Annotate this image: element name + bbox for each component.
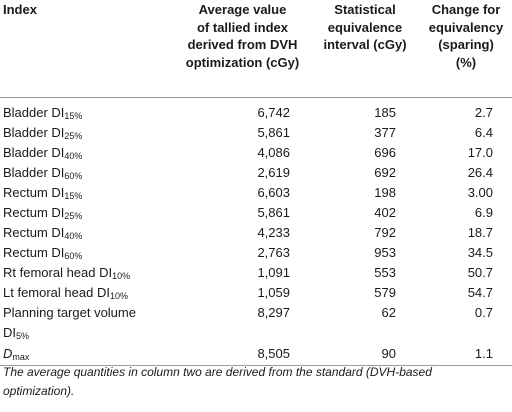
- row-label: Rectum DI25%: [3, 204, 83, 221]
- table-row: Bladder DI40% 4,086 696 17.0: [0, 143, 512, 163]
- avg-value: 2,619: [257, 164, 290, 180]
- avg-value: 5,861: [257, 204, 290, 220]
- change-value: 54.7: [467, 284, 493, 300]
- header-row: Index Average value of tallied index der…: [0, 0, 512, 98]
- change-value: 1.1: [420, 342, 512, 366]
- table-row: Bladder DI15% 6,742 185 2.7: [0, 97, 512, 123]
- avg-value: 4,086: [257, 144, 290, 160]
- table-row: Rectum DI15% 6,603 198 3.00: [0, 183, 512, 203]
- interval-value: 953: [374, 244, 396, 260]
- table-row: Bladder DI60% 2,619 692 26.4: [0, 163, 512, 183]
- interval-value: 579: [374, 284, 396, 300]
- interval-value: 185: [374, 104, 396, 120]
- change-value: 6.9: [474, 204, 493, 220]
- interval-value: 696: [374, 144, 396, 160]
- avg-value: 2,763: [257, 244, 290, 260]
- avg-value: 6,603: [257, 184, 290, 200]
- avg-value: 1,059: [257, 284, 290, 300]
- avg-value: 8,297: [257, 304, 290, 320]
- change-value: 0.7: [474, 304, 493, 320]
- table-row: Lt femoral head DI10% 1,059 579 54.7: [0, 283, 512, 303]
- table-row: Bladder DI25% 5,861 377 6.4: [0, 123, 512, 143]
- interval-value: 402: [374, 204, 396, 220]
- row-label: Dmax: [0, 342, 175, 366]
- change-value: 6.4: [474, 124, 493, 140]
- interval-value: 62: [381, 304, 396, 320]
- dvh-table: Index Average value of tallied index der…: [0, 0, 512, 366]
- table-row: Rt femoral head DI10% 1,091 553 50.7: [0, 263, 512, 283]
- header-average-value: Average value of tallied index derived f…: [175, 0, 310, 98]
- change-value: 3.00: [467, 184, 493, 200]
- interval-value: 377: [374, 124, 396, 140]
- interval-value: 792: [374, 224, 396, 240]
- row-label: Bladder DI25%: [3, 124, 83, 141]
- change-value: 34.5: [467, 244, 493, 260]
- change-value: 18.7: [467, 224, 493, 240]
- header-change: Change for equivalency (sparing) (%): [420, 0, 512, 98]
- row-label: Rectum DI60%: [3, 244, 83, 261]
- header-equivalence-interval: Statistical equivalence interval (cGy): [310, 0, 420, 98]
- table-footnote: The average quantities in column two are…: [3, 365, 432, 398]
- avg-value: 4,233: [257, 224, 290, 240]
- change-value: 17.0: [467, 144, 493, 160]
- table-row-ptv-cont: DI5%: [0, 323, 512, 343]
- row-label: Rt femoral head DI10%: [3, 264, 131, 281]
- header-index: Index: [0, 0, 175, 98]
- table-row: Rectum DI60% 2,763 953 34.5: [0, 243, 512, 263]
- change-value: 26.4: [467, 164, 493, 180]
- interval-value: 553: [374, 264, 396, 280]
- interval-value: 90: [310, 342, 420, 366]
- table-row-dmax: Dmax 8,505 90 1.1: [0, 342, 512, 366]
- table-row: Rectum DI40% 4,233 792 18.7: [0, 223, 512, 243]
- avg-value: 5,861: [257, 124, 290, 140]
- row-label: Rectum DI40%: [3, 224, 83, 241]
- row-label: Lt femoral head DI10%: [3, 284, 128, 301]
- avg-value: 1,091: [257, 264, 290, 280]
- row-label: Bladder DI60%: [3, 164, 83, 181]
- table-row: Rectum DI25% 5,861 402 6.9: [0, 203, 512, 223]
- avg-value: 6,742: [257, 104, 290, 120]
- interval-value: 692: [374, 164, 396, 180]
- table-row-ptv: Planning target volume 8,297 62 0.7: [0, 303, 512, 323]
- change-value: 2.7: [474, 104, 493, 120]
- row-label: Rectum DI15%: [3, 184, 83, 201]
- interval-value: 198: [374, 184, 396, 200]
- change-value: 50.7: [467, 264, 493, 280]
- row-label-cont: DI5%: [3, 324, 30, 341]
- row-label: Planning target volume: [3, 304, 136, 320]
- row-label: Bladder DI15%: [3, 104, 83, 121]
- row-label: Bladder DI40%: [3, 144, 83, 161]
- avg-value: 8,505: [175, 342, 310, 366]
